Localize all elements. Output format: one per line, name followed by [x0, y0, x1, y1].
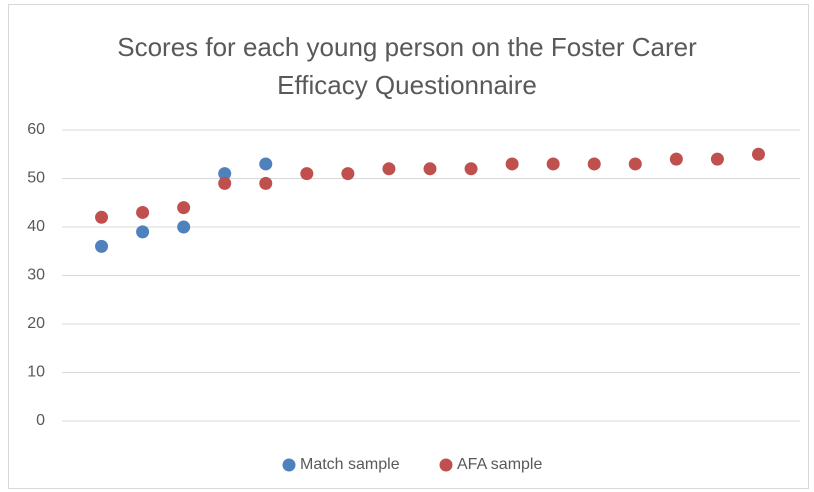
legend-marker: [282, 458, 296, 472]
data-point: [751, 147, 765, 161]
data-point: [95, 210, 109, 224]
data-point: [341, 167, 355, 181]
data-point: [382, 162, 396, 176]
data-point: [505, 157, 519, 171]
y-tick-label: 30: [27, 267, 45, 284]
y-tick-label: 50: [27, 170, 45, 187]
data-point: [218, 167, 232, 181]
y-tick-label: 20: [27, 315, 45, 332]
data-point: [628, 157, 642, 171]
data-point: [423, 162, 437, 176]
data-point: [95, 239, 109, 253]
data-point: [218, 176, 232, 190]
chart-title: Scores for each young person on the Fost…: [117, 32, 697, 100]
data-point: [587, 157, 601, 171]
data-point: [177, 201, 191, 215]
chart-border: [8, 4, 809, 489]
data-point: [669, 152, 683, 166]
y-tick-label: 10: [27, 364, 45, 381]
data-point: [177, 220, 191, 234]
data-point: [464, 162, 478, 176]
legend-marker: [439, 458, 453, 472]
data-point: [259, 176, 273, 190]
data-point: [136, 225, 150, 239]
data-point: [300, 167, 314, 181]
y-tick-label: 40: [27, 218, 45, 235]
y-tick-label: 0: [36, 412, 45, 429]
legend-label: AFA sample: [457, 456, 542, 473]
data-point: [710, 152, 724, 166]
y-tick-label: 60: [27, 121, 45, 138]
data-point: [546, 157, 560, 171]
legend-label: Match sample: [300, 456, 400, 473]
data-point: [136, 205, 150, 219]
data-point: [259, 157, 273, 171]
